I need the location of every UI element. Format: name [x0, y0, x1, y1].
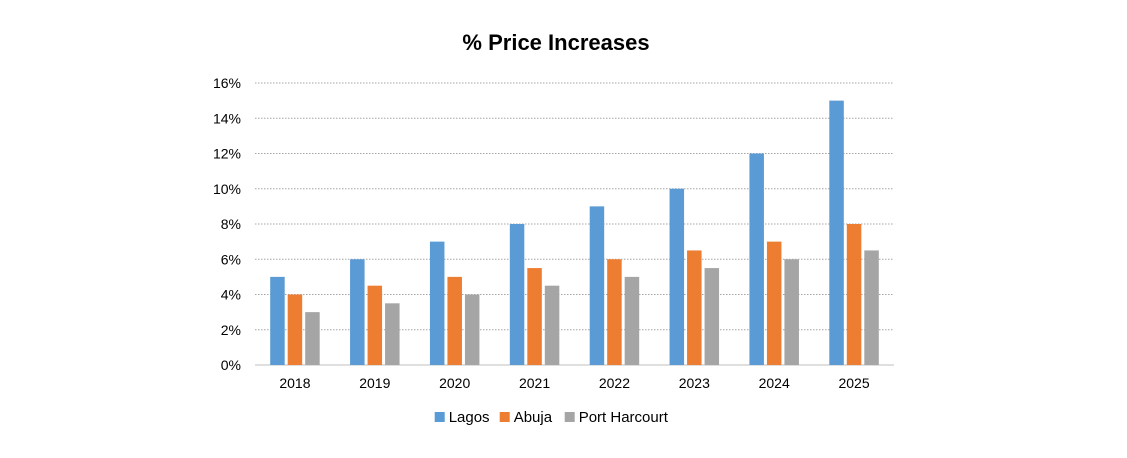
y-tick-label: 8% — [221, 216, 241, 232]
legend-swatch-abuja — [499, 412, 510, 422]
bar-abuja-2025 — [846, 224, 862, 365]
bar-lagos-2018 — [270, 276, 285, 365]
bar-abuja-2020 — [447, 276, 462, 365]
bar-abuja-2021 — [527, 268, 542, 365]
bar-lagos-2025 — [829, 100, 844, 365]
y-tick-label: 14% — [213, 110, 241, 126]
bar-port-harcourt-2023 — [704, 268, 720, 365]
y-tick-label: 4% — [221, 287, 241, 303]
bar-port-harcourt-2024 — [784, 259, 799, 365]
y-tick-label: 10% — [213, 181, 241, 197]
legend-label: Port Harcourt — [579, 409, 669, 426]
bar-abuja-2018 — [287, 294, 303, 365]
legend-swatch-lagos — [434, 412, 445, 422]
bar-port-harcourt-2021 — [544, 285, 560, 365]
bar-port-harcourt-2020 — [464, 294, 480, 365]
bar-port-harcourt-2018 — [305, 312, 320, 365]
bar-port-harcourt-2022 — [624, 276, 640, 365]
x-tick-label: 2018 — [279, 375, 310, 391]
chart-title: % Price Increases — [462, 30, 650, 55]
bar-abuja-2019 — [367, 285, 383, 365]
legend-swatch-port-harcourt — [564, 412, 575, 422]
bar-abuja-2024 — [766, 241, 782, 365]
bar-lagos-2023 — [669, 188, 685, 365]
bar-lagos-2024 — [749, 153, 764, 365]
legend-label: Abuja — [514, 409, 553, 426]
bar-port-harcourt-2025 — [864, 250, 879, 365]
bar-port-harcourt-2019 — [385, 303, 400, 365]
bar-lagos-2019 — [350, 259, 365, 365]
x-tick-label: 2025 — [838, 375, 869, 391]
y-tick-label: 6% — [221, 251, 241, 267]
x-tick-label: 2021 — [519, 375, 550, 391]
bar-lagos-2022 — [589, 206, 605, 365]
y-tick-label: 16% — [213, 75, 241, 91]
x-tick-label: 2024 — [759, 375, 790, 391]
y-tick-label: 12% — [213, 146, 241, 162]
y-tick-label: 0% — [221, 357, 241, 373]
x-tick-label: 2022 — [599, 375, 630, 391]
legend-label: Lagos — [449, 409, 490, 426]
bar-abuja-2022 — [607, 259, 622, 365]
bar-lagos-2020 — [429, 241, 445, 365]
x-tick-label: 2020 — [439, 375, 470, 391]
y-tick-label: 2% — [221, 322, 241, 338]
bar-lagos-2021 — [509, 224, 525, 365]
x-tick-label: 2023 — [679, 375, 710, 391]
x-tick-label: 2019 — [359, 375, 390, 391]
bar-abuja-2023 — [687, 250, 702, 365]
